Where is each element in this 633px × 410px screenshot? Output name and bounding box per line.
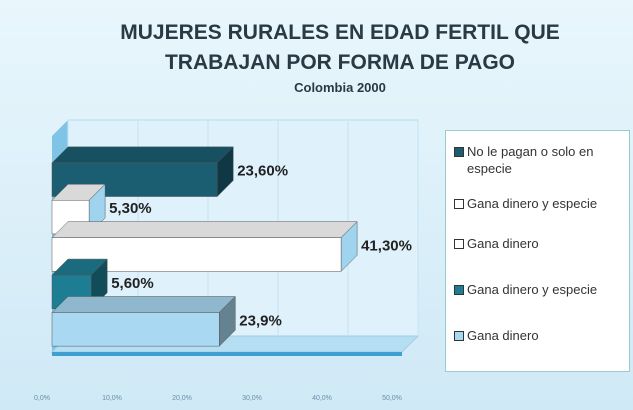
bar-top: [51, 296, 236, 313]
legend-label: Gana dinero: [467, 328, 539, 343]
x-tick-label: 0,0%: [34, 395, 50, 402]
legend-label: No le pagan o solo en especie: [467, 144, 594, 176]
legend-swatch: [454, 199, 464, 209]
bar-top: [51, 221, 358, 238]
chart-subtitle: Colombia 2000: [294, 80, 386, 95]
legend-item: Gana dinero y especie: [454, 195, 633, 212]
x-tick-label: 30,0%: [242, 395, 262, 402]
x-tick-label: 10,0%: [102, 395, 122, 402]
chart-title: MUJERES RURALES EN EDAD FERTIL QUE TRABA…: [120, 21, 560, 74]
legend-label: Gana dinero y especie: [467, 196, 598, 211]
legend-item: No le pagan o solo en especie: [454, 143, 633, 177]
floor-edge: [52, 352, 402, 356]
data-label: 41,30%: [361, 237, 412, 254]
data-label: 5,30%: [109, 200, 152, 217]
x-tick-label: 20,0%: [172, 395, 192, 402]
data-label: 5,60%: [111, 275, 154, 292]
legend-item: Gana dinero: [454, 235, 633, 252]
legend-label: Gana dinero y especie: [467, 282, 598, 297]
legend-swatch: [454, 239, 464, 249]
x-tick-label: 50,0%: [382, 395, 402, 402]
data-label: 23,60%: [237, 163, 288, 180]
data-label: 23,9%: [239, 312, 282, 329]
bar-top: [51, 146, 234, 164]
bar: [51, 312, 220, 347]
legend-label: Gana dinero: [467, 236, 539, 251]
legend-swatch: [454, 331, 464, 341]
legend-item: Gana dinero y especie: [454, 281, 633, 298]
legend: No le pagan o solo en especie Gana dinero…: [445, 130, 630, 372]
legend-item: Gana dinero: [454, 327, 633, 344]
x-tick-label: 40,0%: [312, 395, 332, 402]
legend-swatch: [454, 147, 464, 157]
legend-swatch: [454, 285, 464, 295]
